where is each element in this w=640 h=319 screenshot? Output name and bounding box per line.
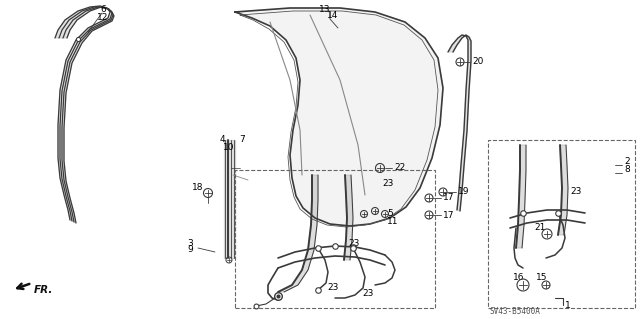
Text: 22: 22 xyxy=(394,164,405,173)
Text: 8: 8 xyxy=(624,166,630,174)
Text: 21: 21 xyxy=(534,224,546,233)
Text: 18: 18 xyxy=(192,183,204,192)
Text: 23: 23 xyxy=(327,284,339,293)
Text: 14: 14 xyxy=(327,11,339,20)
Text: 17: 17 xyxy=(443,194,454,203)
Polygon shape xyxy=(235,8,443,226)
Text: 23: 23 xyxy=(570,188,581,197)
Text: 6: 6 xyxy=(100,5,106,14)
Text: 11: 11 xyxy=(387,217,399,226)
Text: 3: 3 xyxy=(188,239,193,248)
Text: 23: 23 xyxy=(348,239,360,248)
Polygon shape xyxy=(558,145,568,235)
Polygon shape xyxy=(224,140,235,258)
Text: 1: 1 xyxy=(565,300,571,309)
Polygon shape xyxy=(448,35,471,211)
Text: 15: 15 xyxy=(536,273,548,283)
Bar xyxy=(488,140,635,308)
Polygon shape xyxy=(344,175,353,260)
Polygon shape xyxy=(55,6,114,223)
Text: SV43-B5400A: SV43-B5400A xyxy=(490,308,541,316)
Text: 20: 20 xyxy=(472,57,483,66)
Text: 5: 5 xyxy=(387,209,393,218)
Bar xyxy=(235,170,435,308)
Text: 9: 9 xyxy=(188,246,193,255)
Text: 10: 10 xyxy=(223,143,235,152)
Text: 19: 19 xyxy=(458,188,470,197)
Text: 4: 4 xyxy=(219,136,225,145)
Polygon shape xyxy=(278,175,318,292)
Text: 2: 2 xyxy=(624,158,630,167)
Text: 16: 16 xyxy=(513,273,525,283)
Text: 23: 23 xyxy=(362,288,374,298)
Polygon shape xyxy=(516,145,526,248)
Text: 17: 17 xyxy=(443,211,454,219)
Text: 13: 13 xyxy=(319,4,331,13)
Text: 7: 7 xyxy=(239,136,245,145)
Text: 23: 23 xyxy=(382,180,394,189)
Text: 12: 12 xyxy=(97,12,109,21)
Text: FR.: FR. xyxy=(34,285,53,295)
